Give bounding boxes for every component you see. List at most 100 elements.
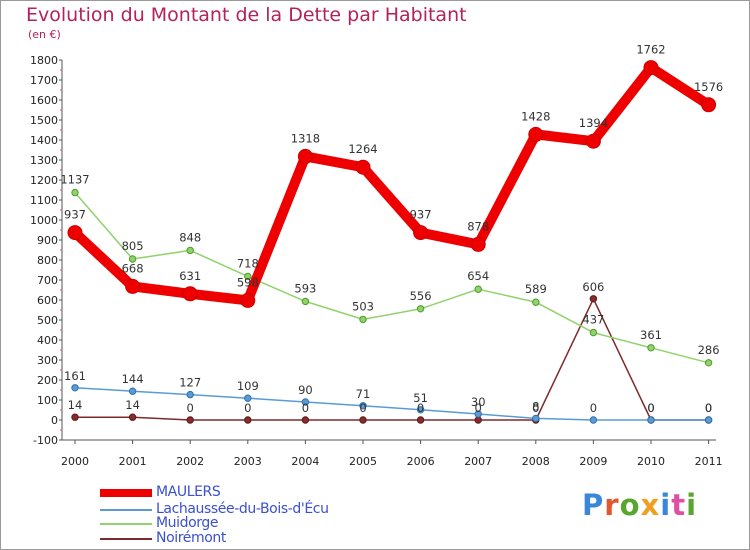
data-label-s3-5: 0 — [359, 401, 366, 415]
data-label-s1-5: 71 — [356, 387, 371, 401]
data-point-s1-3 — [244, 394, 252, 402]
logo-letter: o — [619, 488, 641, 522]
data-point-s0-8 — [528, 126, 544, 142]
y-tick-label: 1100 — [30, 194, 58, 207]
y-tick-label: 100 — [37, 394, 58, 407]
data-point-s2-9 — [589, 328, 598, 337]
data-point-s0-0 — [67, 225, 83, 241]
logo-letter: t — [671, 488, 687, 522]
chart-title: Evolution du Montant de la Dette par Hab… — [26, 4, 467, 26]
x-tick-label: 2008 — [522, 455, 550, 468]
data-label-s1-10: 0 — [647, 401, 654, 415]
data-label-s1-4: 90 — [298, 383, 313, 397]
y-tick-label: 400 — [37, 334, 58, 347]
data-point-s1-4 — [301, 398, 310, 406]
x-tick-label: 2009 — [579, 455, 607, 468]
data-label-s0-4: 1318 — [291, 131, 320, 145]
data-label-s1-0: 161 — [64, 369, 86, 383]
y-tick-label: 1300 — [30, 154, 58, 167]
data-point-s2-1 — [128, 255, 137, 263]
x-tick-label: 2002 — [176, 455, 204, 468]
chart-legend: MAULERS Lachaussée-du-Bois-d'Écu Muidorg… — [100, 484, 400, 548]
data-point-s2-7 — [474, 285, 482, 293]
x-tick-label: 2003 — [234, 455, 262, 468]
x-tick-label: 2011 — [695, 455, 723, 468]
x-tick-label: 2004 — [291, 455, 319, 468]
data-label-s0-6: 937 — [410, 208, 432, 222]
data-label-s1-1: 144 — [122, 372, 144, 386]
y-tick-label: 1800 — [30, 54, 58, 67]
legend-swatch-maulers — [100, 489, 152, 497]
data-label-s1-3: 109 — [237, 379, 259, 393]
data-label-s3-11: 0 — [705, 401, 712, 415]
series-line-1 — [74, 387, 710, 421]
x-tick-label: 2005 — [349, 455, 377, 468]
data-label-s2-6: 556 — [410, 289, 432, 303]
y-tick-label: 800 — [37, 254, 58, 267]
data-label-s1-8: 8 — [532, 399, 539, 413]
data-label-s0-8: 1428 — [521, 109, 550, 123]
data-point-s0-3 — [240, 292, 256, 308]
data-point-s1-0 — [71, 384, 79, 392]
legend-swatch-lachaussee — [100, 509, 152, 511]
logo-letter: r — [604, 488, 620, 522]
logo-letter: i — [686, 488, 698, 522]
x-tick-label: 2006 — [407, 455, 435, 468]
data-point-s0-7 — [470, 236, 486, 252]
legend-swatch-muidorge — [100, 523, 152, 525]
y-tick-label: 0 — [51, 414, 58, 427]
data-label-s2-2: 848 — [179, 230, 201, 244]
data-point-s1-2 — [186, 390, 194, 399]
y-tick-label: 300 — [37, 354, 58, 367]
y-tick-label: 700 — [37, 274, 58, 287]
data-point-s3-3 — [244, 416, 252, 424]
legend-label-noiremont: Noirémont — [156, 530, 226, 546]
logo-letter: i — [660, 488, 672, 522]
legend-label-lachaussee: Lachaussée-du-Bois-d'Écu — [156, 501, 329, 517]
data-label-s0-5: 1264 — [348, 142, 377, 156]
data-point-s2-5 — [359, 315, 367, 324]
y-tick-label: 1200 — [30, 174, 58, 187]
y-tick-label: -100 — [33, 434, 58, 447]
x-tick-label: 2010 — [637, 455, 665, 468]
y-tick-label: 1600 — [30, 94, 58, 107]
data-point-s1-7 — [474, 410, 482, 418]
data-label-s0-7: 878 — [467, 219, 489, 233]
data-label-s0-3: 598 — [237, 275, 259, 289]
data-point-s2-10 — [647, 344, 655, 352]
data-label-s1-6: 51 — [413, 391, 428, 405]
data-label-s1-2: 127 — [179, 376, 201, 390]
data-point-s0-2 — [182, 286, 198, 302]
data-point-s3-9 — [589, 295, 598, 303]
x-tick-label: 2000 — [61, 455, 89, 468]
y-tick-label: 1700 — [30, 74, 58, 87]
data-point-s3-2 — [186, 416, 194, 424]
data-label-s2-5: 503 — [352, 299, 374, 313]
data-point-s1-9 — [589, 416, 598, 424]
proxiti-logo: Proxiti — [582, 488, 697, 522]
data-label-s3-6: 0 — [417, 401, 424, 415]
y-tick-label: 900 — [37, 234, 58, 247]
y-tick-label: 200 — [37, 374, 58, 387]
data-label-s3-7: 0 — [475, 401, 482, 415]
y-tick-label: 1400 — [30, 134, 58, 147]
data-label-s3-10: 0 — [647, 401, 654, 415]
series-lines — [70, 62, 714, 421]
data-point-s0-1 — [125, 278, 141, 294]
y-tick-label: 1000 — [30, 214, 58, 227]
data-point-s2-8 — [532, 298, 540, 306]
data-point-s2-4 — [301, 297, 310, 306]
data-label-s0-10: 1762 — [636, 43, 665, 57]
data-point-s1-1 — [128, 387, 137, 395]
series-points — [67, 60, 717, 424]
data-point-s1-8 — [532, 414, 540, 423]
data-label-s1-7: 30 — [471, 395, 486, 409]
data-point-s0-4 — [297, 148, 313, 164]
data-label-s2-0: 1137 — [60, 173, 89, 187]
data-point-s3-4 — [301, 416, 310, 424]
data-point-s1-6 — [416, 406, 425, 414]
data-label-s3-4: 0 — [302, 401, 309, 415]
chart-unit-label: (en €) — [28, 28, 61, 41]
